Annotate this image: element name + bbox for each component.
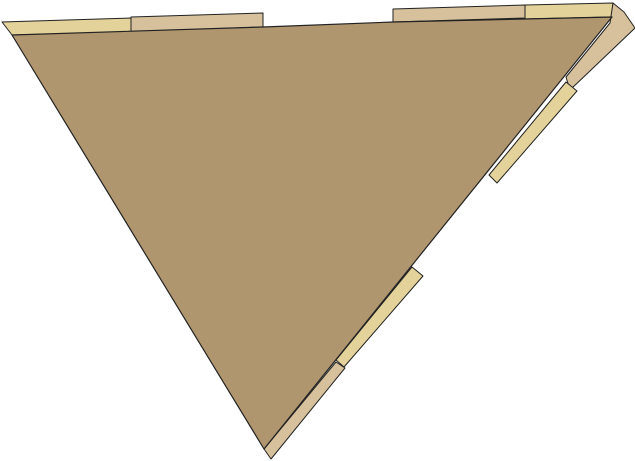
top-edge-strips bbox=[1, 2, 614, 36]
top-strip-4 bbox=[524, 2, 614, 20]
right-edge-strips bbox=[263, 2, 635, 460]
main-triangle bbox=[11, 16, 613, 450]
right-strip-upper bbox=[488, 81, 578, 184]
